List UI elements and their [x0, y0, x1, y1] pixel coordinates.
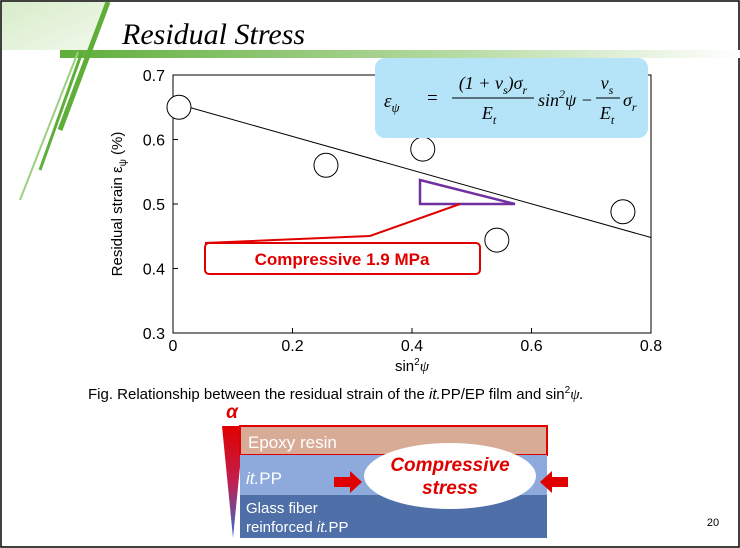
data-point — [410, 136, 436, 162]
decor — [60, 50, 740, 58]
eq-text: Et — [599, 103, 615, 127]
fit-line — [172, 102, 652, 239]
equation: εψ = (1 + νs)σr Et sin2ψ − νs Et σr — [375, 58, 648, 138]
data-point — [610, 199, 636, 225]
y-tick-label: 0.5 — [143, 197, 165, 214]
slide-title: Residual Stress — [121, 18, 305, 51]
decor — [2, 2, 110, 50]
y-tick-label: 0.4 — [143, 262, 165, 279]
decor — [57, 1, 111, 131]
caption-text: 2 — [564, 385, 571, 396]
callout-box — [204, 242, 481, 275]
decor — [38, 51, 84, 171]
slope-triangle — [418, 178, 516, 206]
eq-text: sin2ψ − — [538, 87, 593, 110]
page-number: 20 — [707, 517, 719, 529]
data-point — [313, 152, 339, 178]
caption: Fig. Relationship between the residual s… — [88, 382, 668, 404]
y-tick-label: 0.6 — [143, 133, 165, 150]
decor — [19, 51, 79, 201]
caption-text: it. — [429, 386, 441, 403]
caption-text: ψ. — [570, 387, 584, 403]
caption-text: PP/EP film and sin — [440, 386, 565, 403]
eq-text: σr — [623, 90, 637, 114]
callout-pointer — [204, 203, 461, 244]
y-tick-label: 0.7 — [143, 68, 165, 85]
x-tick-label: 0 — [169, 338, 178, 355]
caption-text: Fig. Relationship between the residual s… — [88, 386, 430, 403]
eq-text: εψ — [384, 91, 401, 115]
y-tick-label: 0.3 — [143, 326, 165, 343]
annotation: Compressive 1.9 MPa — [255, 250, 430, 269]
eq-text: νs — [601, 73, 614, 97]
x-axis-label: sin2ψ — [395, 357, 430, 375]
eq-text: Et — [481, 103, 497, 127]
x-tick-label: 0.6 — [520, 338, 542, 355]
y-axis-label: Residual strain εψ (%) — [109, 132, 129, 277]
x-tick-label: 0.2 — [281, 338, 303, 355]
eq-text: (1 + νs)σr — [459, 73, 528, 97]
x-tick-label: 0.8 — [640, 338, 662, 355]
eq-text: = — [427, 88, 438, 109]
data-point — [484, 227, 510, 253]
x-tick-label: 0.4 — [401, 338, 423, 355]
data-point — [166, 94, 192, 120]
